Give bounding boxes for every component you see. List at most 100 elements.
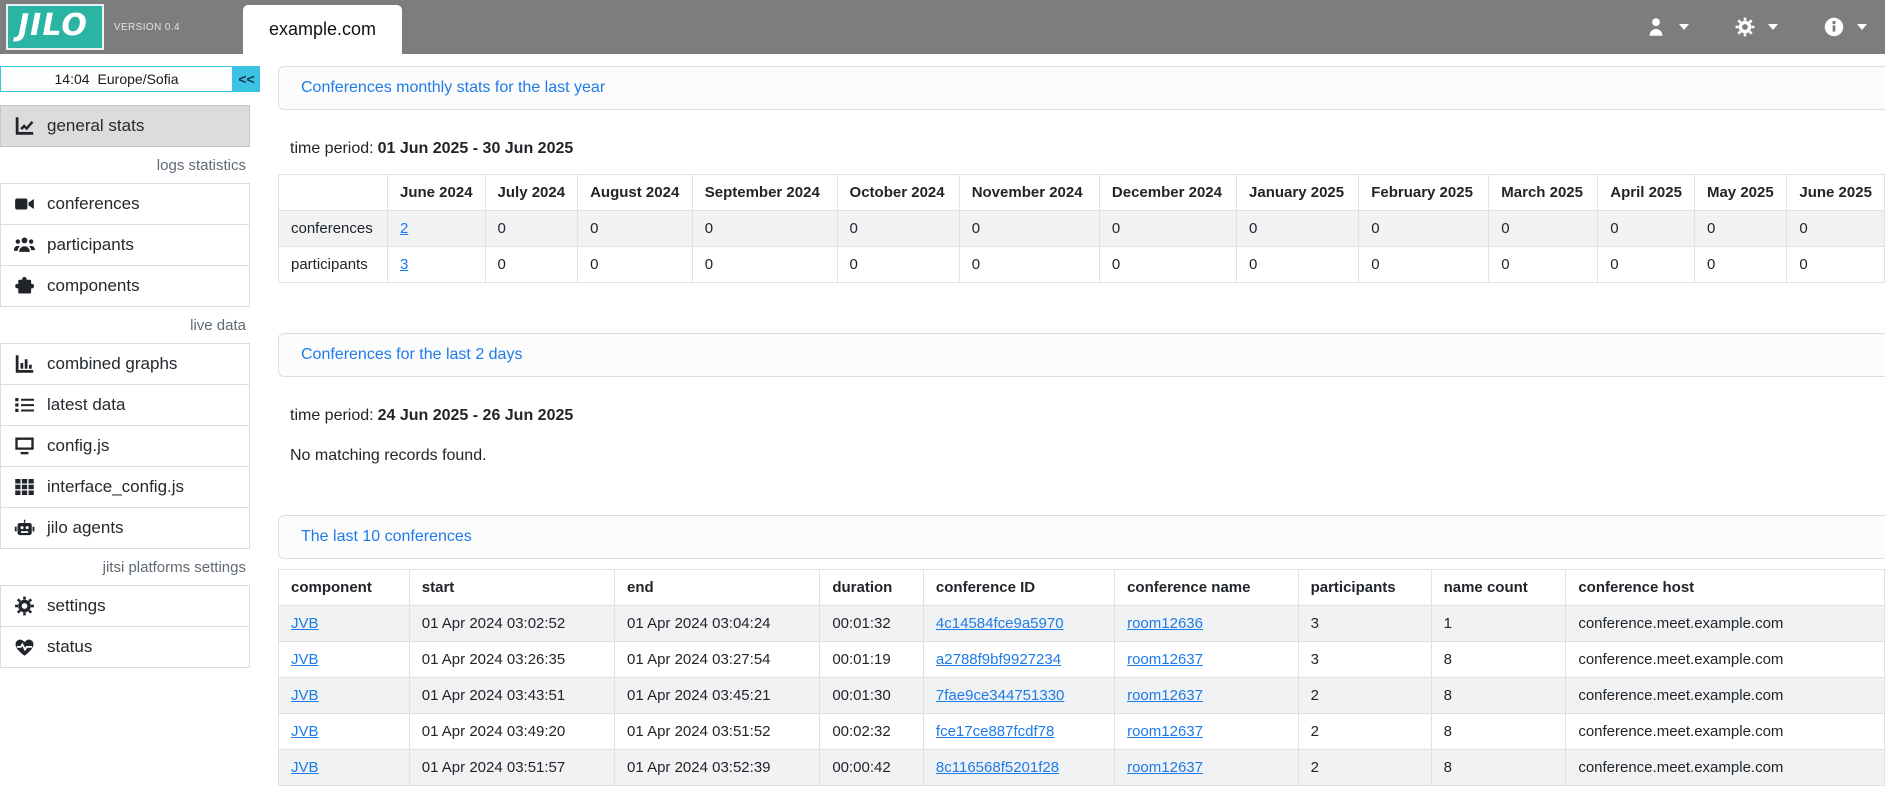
table-row: JVB 01 Apr 2024 03:02:52 01 Apr 2024 03:…	[278, 605, 1885, 642]
sidebar-collapse-button[interactable]: <<	[233, 66, 260, 92]
cell: 0	[1597, 246, 1695, 283]
cell-participants: 3	[1297, 641, 1432, 678]
month-header: January 2025	[1236, 174, 1360, 211]
participants-count-link[interactable]: 3	[399, 256, 409, 273]
sidebar-item-latest-data[interactable]: latest data	[0, 384, 250, 426]
component-link[interactable]: JVB	[291, 687, 319, 704]
month-header: October 2024	[836, 174, 960, 211]
sidebar-item-general-stats[interactable]: general stats	[0, 105, 250, 147]
card-last2days-title[interactable]: Conferences for the last 2 days	[301, 346, 523, 363]
cell: 0	[836, 210, 960, 247]
info-menu-toggle[interactable]	[1824, 17, 1867, 37]
column-header: name count	[1430, 569, 1567, 606]
sidebar-item-components[interactable]: components	[0, 265, 250, 307]
conference-id-link[interactable]: 8c116568f5201f28	[935, 759, 1060, 776]
sidebar-item-conferences[interactable]: conferences	[0, 183, 250, 225]
sidebar-item-combined-graphs[interactable]: combined graphs	[0, 343, 250, 385]
sidebar-item-label: settings	[47, 596, 106, 615]
component-link[interactable]: JVB	[291, 615, 319, 632]
cell-conference-id: fce17ce887fcdf78	[922, 713, 1116, 750]
cell: 0	[1488, 246, 1599, 283]
caret-down-icon	[1679, 24, 1689, 30]
cell-duration: 00:00:42	[819, 749, 924, 786]
cell-conference-name: room12637	[1114, 749, 1299, 786]
conference-name-link[interactable]: room12636	[1127, 615, 1203, 632]
conference-id-link[interactable]: fce17ce887fcdf78	[935, 723, 1055, 740]
table-row-conferences: conferences 2 0 0 0 0 0 0 0 0 0 0 0 0	[278, 210, 1885, 247]
card-last2days-header: Conferences for the last 2 days	[278, 333, 1885, 377]
cell: 0	[691, 210, 838, 247]
month-header: June 2024	[386, 174, 486, 211]
puzzle-piece-icon	[15, 277, 35, 294]
no-records-message: No matching records found.	[290, 447, 487, 464]
cell-conference-name: room12637	[1114, 677, 1299, 714]
conference-name-link[interactable]: room12637	[1127, 651, 1203, 668]
cell-conference-host: conference.meet.example.com	[1565, 713, 1885, 750]
cell: 0	[1098, 210, 1238, 247]
month-header: August 2024	[577, 174, 693, 211]
column-header: participants	[1297, 569, 1432, 606]
table-header-row: component start end duration conference …	[278, 569, 1885, 606]
conference-name-link[interactable]: room12637	[1127, 759, 1203, 776]
clock-display: 14:04 Europe/Sofia	[0, 66, 233, 92]
column-header: start	[408, 569, 616, 606]
time-period-label: time period:	[290, 140, 374, 157]
app-logo[interactable]: JILO	[6, 4, 104, 50]
cell-duration: 00:01:19	[819, 641, 924, 678]
user-menu-toggle[interactable]	[1646, 17, 1689, 37]
cell-component: JVB	[278, 749, 410, 786]
cell-participants: 2	[1297, 677, 1432, 714]
gear-icon	[1735, 17, 1755, 37]
conference-id-link[interactable]: 4c14584fce9a5970	[935, 615, 1064, 632]
cell-name-count: 8	[1430, 749, 1567, 786]
sidebar-item-label: status	[47, 637, 93, 656]
cell-participants: 2	[1297, 713, 1432, 750]
cell-end: 01 Apr 2024 03:04:24	[614, 605, 821, 642]
sidebar-item-jilo-agents[interactable]: jilo agents	[0, 507, 250, 549]
conference-id-link[interactable]: a2788f9bf9927234	[935, 651, 1062, 668]
component-link[interactable]: JVB	[291, 651, 319, 668]
table-row: JVB 01 Apr 2024 03:43:51 01 Apr 2024 03:…	[278, 677, 1885, 714]
cell-start: 01 Apr 2024 03:26:35	[408, 641, 616, 678]
cell-name-count: 1	[1430, 605, 1567, 642]
column-header: component	[278, 569, 410, 606]
cell: 0	[1358, 210, 1490, 247]
component-link[interactable]: JVB	[291, 723, 319, 740]
component-link[interactable]: JVB	[291, 759, 319, 776]
conference-name-link[interactable]: room12637	[1127, 687, 1203, 704]
card-monthly-stats-header: Conferences monthly stats for the last y…	[278, 66, 1885, 110]
cell-end: 01 Apr 2024 03:51:52	[614, 713, 821, 750]
cell-duration: 00:01:30	[819, 677, 924, 714]
cell: 0	[1098, 246, 1238, 283]
top-bar: JILO VERSION 0.4 example.com	[0, 0, 1885, 54]
cell: 0	[1358, 246, 1490, 283]
cell-start: 01 Apr 2024 03:43:51	[408, 677, 616, 714]
sidebar-item-interface-config-js[interactable]: interface_config.js	[0, 466, 250, 508]
conferences-count-link[interactable]: 2	[399, 220, 409, 237]
section-label-jitsi-platforms-settings: jitsi platforms settings	[102, 558, 246, 576]
month-header: November 2024	[958, 174, 1100, 211]
settings-menu-toggle[interactable]	[1735, 17, 1778, 37]
cell: 3	[386, 246, 486, 283]
conference-id-link[interactable]: 7fae9ce344751330	[935, 687, 1065, 704]
sidebar-item-settings[interactable]: settings	[0, 585, 250, 627]
tab-example-com[interactable]: example.com	[243, 5, 403, 54]
cell: 0	[484, 210, 579, 247]
cell-conference-name: room12637	[1114, 713, 1299, 750]
card-last10-title[interactable]: The last 10 conferences	[301, 528, 472, 545]
month-header: July 2024	[484, 174, 579, 211]
sidebar-item-config-js[interactable]: config.js	[0, 425, 250, 467]
sidebar-item-label: config.js	[47, 436, 110, 455]
cell-conference-id: 8c116568f5201f28	[922, 749, 1116, 786]
cell-component: JVB	[278, 605, 410, 642]
column-header: conference ID	[922, 569, 1116, 606]
cell-end: 01 Apr 2024 03:52:39	[614, 749, 821, 786]
sidebar-item-status[interactable]: status	[0, 626, 250, 668]
month-header: April 2025	[1597, 174, 1695, 211]
sidebar-item-participants[interactable]: participants	[0, 224, 250, 266]
conference-name-link[interactable]: room12637	[1127, 723, 1203, 740]
table-header-row: June 2024 July 2024 August 2024 Septembe…	[278, 174, 1885, 211]
user-icon	[1649, 18, 1663, 36]
card-monthly-stats-title[interactable]: Conferences monthly stats for the last y…	[301, 79, 606, 96]
cell-start: 01 Apr 2024 03:51:57	[408, 749, 616, 786]
